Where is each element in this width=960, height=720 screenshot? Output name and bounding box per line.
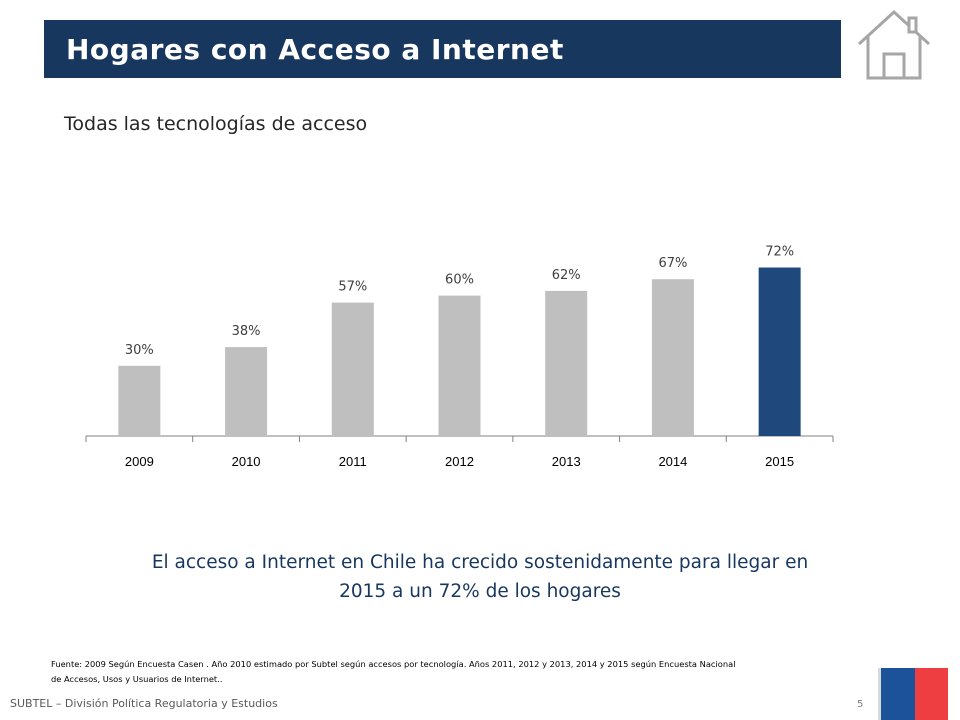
page-number: 5 <box>857 699 864 710</box>
x-tick-label-2013: 2013 <box>552 454 581 469</box>
summary-line-1: El acceso a Internet en Chile ha crecido… <box>151 552 809 573</box>
x-tick-label-2012: 2012 <box>445 454 474 469</box>
bar-2012 <box>438 295 481 436</box>
data-label-2009: 30% <box>125 343 154 358</box>
bar-2009 <box>118 365 161 436</box>
footnote-line-1: Fuente: 2009 Según Encuesta Casen . Año … <box>51 659 736 669</box>
footer-organization: SUBTEL – División Política Regulatoria y… <box>10 697 278 710</box>
bar-2014 <box>651 279 694 436</box>
x-tick-label-2010: 2010 <box>232 454 261 469</box>
logo-red-stripe <box>915 668 948 720</box>
x-tick-label-2011: 2011 <box>339 454 367 469</box>
home-icon[interactable] <box>854 8 934 82</box>
data-label-2014: 67% <box>658 256 687 271</box>
flag-logo <box>878 668 950 720</box>
data-label-2010: 38% <box>232 324 261 339</box>
bar-2011 <box>331 302 374 436</box>
x-tick-label-2015: 2015 <box>765 454 794 469</box>
x-tick-label-2014: 2014 <box>658 454 687 469</box>
data-label-2015: 72% <box>765 245 794 260</box>
x-tick-label-2009: 2009 <box>125 454 154 469</box>
data-label-2011: 57% <box>338 280 367 295</box>
bar-2015 <box>758 267 801 436</box>
page-title-bar: Hogares con Acceso a Internet <box>44 20 841 78</box>
summary-line-2: 2015 a un 72% de los hogares <box>339 581 621 602</box>
logo-edge <box>878 668 881 720</box>
data-label-2013: 62% <box>552 268 581 283</box>
footnote-line-2: de Accesos, Usos y Usuarios de Internet.… <box>51 674 223 684</box>
data-label-2012: 60% <box>445 273 474 288</box>
logo-blue-stripe <box>881 668 915 720</box>
bar-2010 <box>225 347 268 436</box>
summary-text: El acceso a Internet en Chile ha crecido… <box>60 548 900 606</box>
chart-subtitle: Todas las tecnologías de acceso <box>64 113 368 135</box>
page-title: Hogares con Acceso a Internet <box>66 32 564 66</box>
source-footnote: Fuente: 2009 Según Encuesta Casen . Año … <box>51 657 851 687</box>
bar-2013 <box>545 290 588 436</box>
